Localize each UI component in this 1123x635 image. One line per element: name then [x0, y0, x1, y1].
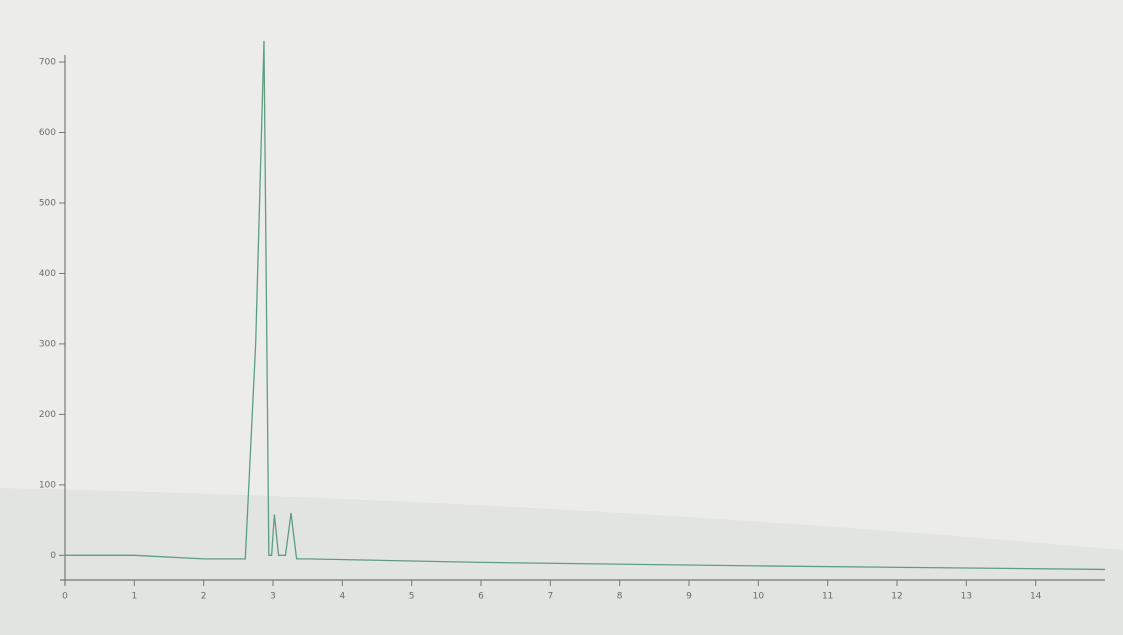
- x-tick-label: 0: [62, 592, 68, 602]
- y-tick-label: 0: [50, 551, 56, 561]
- x-tick-label: 1: [131, 592, 137, 602]
- x-tick-label: 11: [822, 592, 833, 602]
- x-tick-label: 6: [478, 592, 484, 602]
- x-tick-label: 8: [617, 592, 623, 602]
- y-tick-label: 600: [39, 128, 56, 138]
- signal-line: [65, 40, 1106, 571]
- y-tick-label: 400: [39, 269, 56, 279]
- x-tick-label: 14: [1030, 592, 1042, 602]
- x-tick-label: 13: [961, 592, 972, 602]
- y-tick-label: 100: [39, 480, 56, 490]
- x-tick-label: 2: [201, 592, 207, 602]
- y-tick-label: 700: [39, 58, 56, 68]
- x-tick-label: 9: [686, 592, 692, 602]
- y-tick-label: 500: [39, 198, 56, 208]
- paper-fold: [0, 488, 1123, 635]
- x-tick-label: 3: [270, 592, 276, 602]
- y-tick-label: 200: [39, 410, 56, 420]
- y-tick-label: 300: [39, 339, 56, 349]
- x-tick-label: 4: [339, 592, 345, 602]
- x-tick-label: 5: [409, 592, 415, 602]
- x-tick-label: 12: [891, 592, 902, 602]
- x-tick-label: 10: [753, 592, 765, 602]
- x-tick-label: 7: [547, 592, 553, 602]
